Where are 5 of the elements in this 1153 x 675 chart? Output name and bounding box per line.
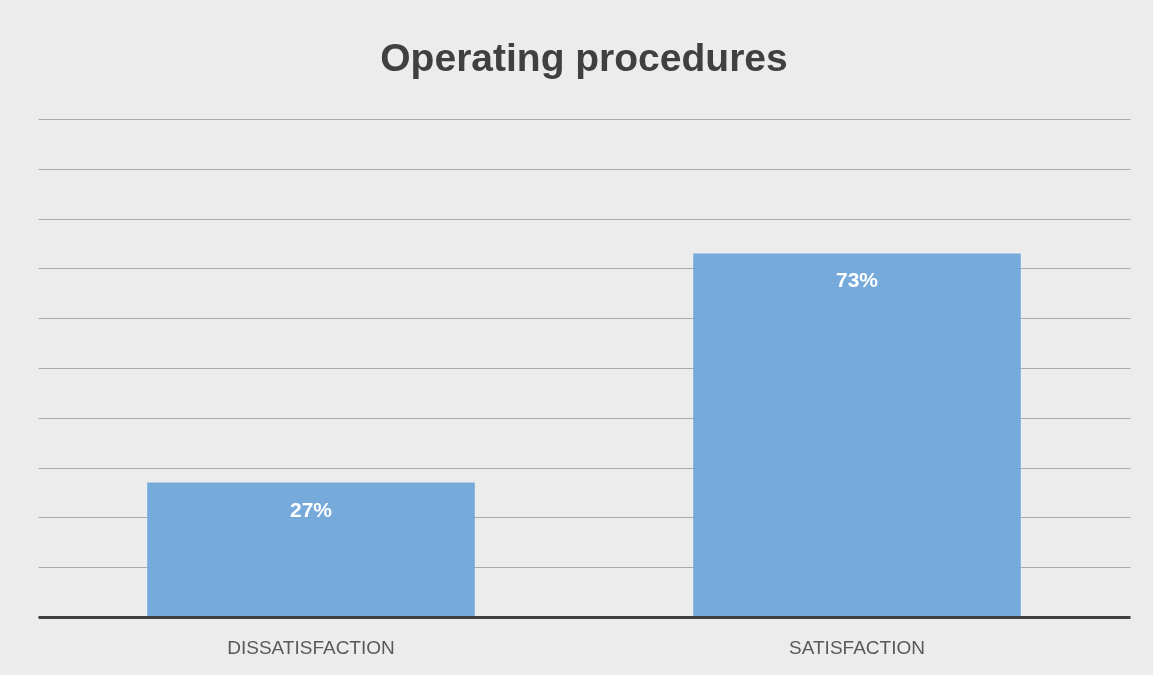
x-tick-label: DISSATISFACTION bbox=[227, 636, 395, 658]
chart-title: Operating procedures bbox=[380, 36, 788, 79]
x-tick-label: SATISFACTION bbox=[789, 636, 925, 658]
data-label: 73% bbox=[835, 268, 879, 292]
data-label: 27% bbox=[289, 497, 333, 521]
